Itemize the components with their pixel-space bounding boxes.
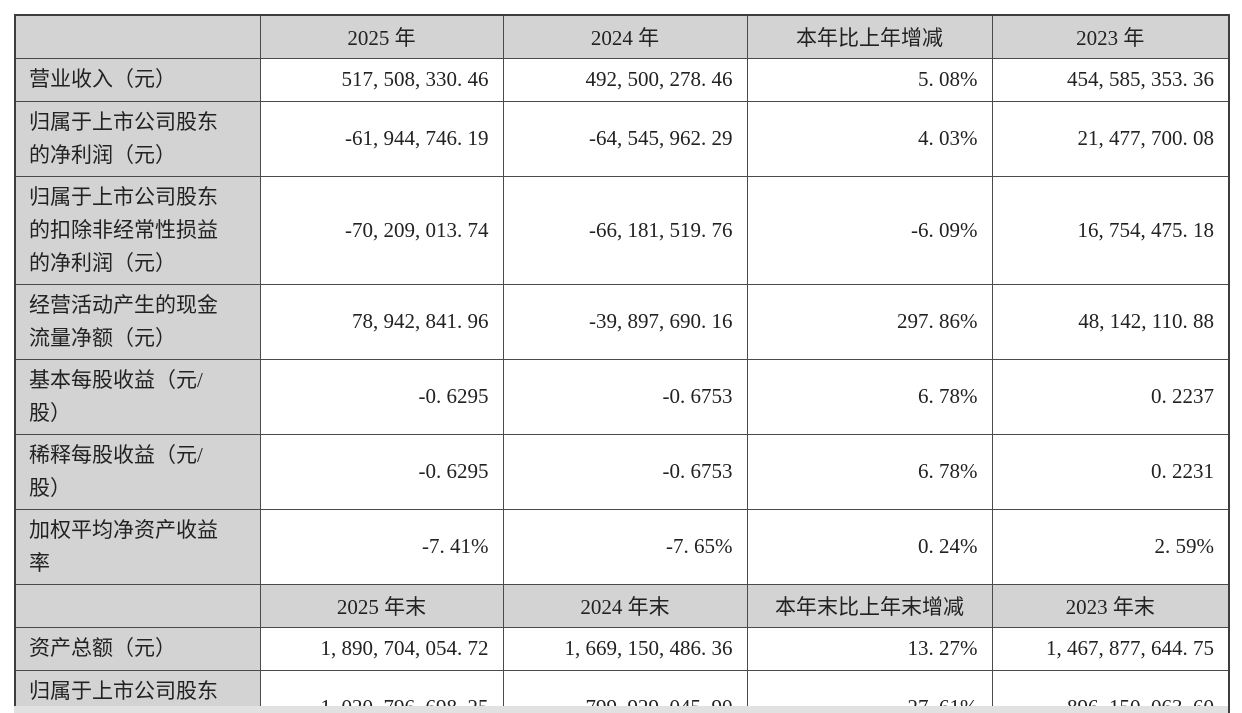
- row-label: 归属于上市公司股东 的扣除非经常性损益 的净利润（元）: [14, 175, 261, 285]
- value-change: 13. 27%: [746, 626, 993, 671]
- value-2025: -0. 6295: [259, 358, 504, 435]
- value-change: 4. 03%: [746, 100, 993, 177]
- header-row-year-end: 2025 年末 2024 年末 本年末比上年末增减 2023 年末: [14, 583, 1230, 628]
- value-2023: 1, 467, 877, 644. 75: [991, 626, 1230, 671]
- value-2023: 0. 2237: [991, 358, 1230, 435]
- header-cell-2023: 2023 年: [991, 14, 1230, 59]
- row-label: 加权平均净资产收益 率: [14, 508, 261, 585]
- row-label: 归属于上市公司股东 的净利润（元）: [14, 100, 261, 177]
- value-2024: -66, 181, 519. 76: [502, 175, 748, 285]
- value-2025: 1, 020, 796, 698. 25: [259, 669, 504, 713]
- value-change: 297. 86%: [746, 283, 993, 360]
- header-cell-year-end-change: 本年末比上年末增减: [746, 583, 993, 628]
- row-total-assets: 资产总额（元） 1, 890, 704, 054. 72 1, 669, 150…: [14, 626, 1230, 671]
- value-2023: 16, 754, 475. 18: [991, 175, 1230, 285]
- value-2023: 2. 59%: [991, 508, 1230, 585]
- row-net-profit-excl-nonrecurring: 归属于上市公司股东 的扣除非经常性损益 的净利润（元） -70, 209, 01…: [14, 175, 1230, 285]
- value-2024: 799, 929, 045. 90: [502, 669, 748, 713]
- row-net-profit: 归属于上市公司股东 的净利润（元） -61, 944, 746. 19 -64,…: [14, 100, 1230, 177]
- value-change: 27. 61%: [746, 669, 993, 713]
- value-2024: -0. 6753: [502, 433, 748, 510]
- header-cell-blank: [14, 583, 261, 628]
- row-operating-cash-flow: 经营活动产生的现金 流量净额（元） 78, 942, 841. 96 -39, …: [14, 283, 1230, 360]
- header-cell-2024-end: 2024 年末: [502, 583, 748, 628]
- header-cell-2023-end: 2023 年末: [991, 583, 1230, 628]
- row-label: 基本每股收益（元/ 股）: [14, 358, 261, 435]
- value-2025: 1, 890, 704, 054. 72: [259, 626, 504, 671]
- value-2024: 492, 500, 278. 46: [502, 57, 748, 102]
- row-label: 营业收入（元）: [14, 57, 261, 102]
- header-cell-2025-end: 2025 年末: [259, 583, 504, 628]
- value-2025: -61, 944, 746. 19: [259, 100, 504, 177]
- value-change: 6. 78%: [746, 358, 993, 435]
- row-label: 稀释每股收益（元/ 股）: [14, 433, 261, 510]
- value-2025: -0. 6295: [259, 433, 504, 510]
- header-cell-2025: 2025 年: [259, 14, 504, 59]
- row-net-assets: 归属于上市公司股东 的净资产（元） 1, 020, 796, 698. 25 7…: [14, 669, 1230, 713]
- header-cell-yoy-change: 本年比上年增减: [746, 14, 993, 59]
- row-label: 资产总额（元）: [14, 626, 261, 671]
- row-diluted-eps: 稀释每股收益（元/ 股） -0. 6295 -0. 6753 6. 78% 0.…: [14, 433, 1230, 510]
- row-weighted-avg-roe: 加权平均净资产收益 率 -7. 41% -7. 65% 0. 24% 2. 59…: [14, 508, 1230, 585]
- value-2023: 48, 142, 110. 88: [991, 283, 1230, 360]
- value-2024: -64, 545, 962. 29: [502, 100, 748, 177]
- row-label: 经营活动产生的现金 流量净额（元）: [14, 283, 261, 360]
- value-2024: -39, 897, 690. 16: [502, 283, 748, 360]
- value-change: 0. 24%: [746, 508, 993, 585]
- header-cell-blank: [14, 14, 261, 59]
- header-cell-2024: 2024 年: [502, 14, 748, 59]
- value-2024: 1, 669, 150, 486. 36: [502, 626, 748, 671]
- row-revenue: 营业收入（元） 517, 508, 330. 46 492, 500, 278.…: [14, 57, 1230, 102]
- value-change: 5. 08%: [746, 57, 993, 102]
- value-change: -6. 09%: [746, 175, 993, 285]
- financial-summary-table: 2025 年 2024 年 本年比上年增减 2023 年 营业收入（元） 517…: [14, 14, 1230, 713]
- value-2025: 78, 942, 841. 96: [259, 283, 504, 360]
- value-2025: -70, 209, 013. 74: [259, 175, 504, 285]
- value-change: 6. 78%: [746, 433, 993, 510]
- header-row-annual: 2025 年 2024 年 本年比上年增减 2023 年: [14, 14, 1230, 59]
- value-2024: -7. 65%: [502, 508, 748, 585]
- value-2023: 454, 585, 353. 36: [991, 57, 1230, 102]
- value-2025: 517, 508, 330. 46: [259, 57, 504, 102]
- row-basic-eps: 基本每股收益（元/ 股） -0. 6295 -0. 6753 6. 78% 0.…: [14, 358, 1230, 435]
- value-2023: 0. 2231: [991, 433, 1230, 510]
- cropped-next-row-strip: [14, 706, 1228, 713]
- value-2023: 21, 477, 700. 08: [991, 100, 1230, 177]
- value-2024: -0. 6753: [502, 358, 748, 435]
- value-2025: -7. 41%: [259, 508, 504, 585]
